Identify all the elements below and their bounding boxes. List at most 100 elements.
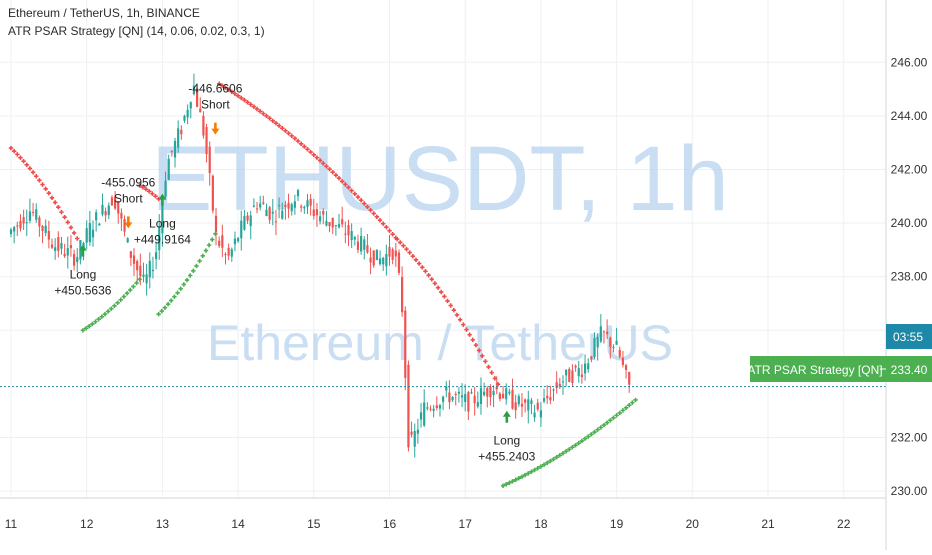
candle	[243, 210, 246, 231]
candle-body	[501, 393, 505, 399]
candle-body	[101, 204, 104, 215]
candle-body	[199, 108, 202, 113]
candle	[590, 355, 593, 363]
sar-marker-red	[380, 221, 386, 226]
candle	[262, 195, 265, 205]
sar-marker-red	[223, 85, 228, 90]
sar-marker-red	[495, 382, 501, 387]
candle	[517, 393, 520, 407]
candle	[107, 202, 110, 220]
candle	[183, 114, 186, 123]
indicator-label-text: ATR PSAR Strategy [QN]	[747, 363, 882, 377]
candle-body	[558, 383, 561, 387]
sar-marker-green	[557, 453, 563, 458]
candle	[38, 215, 41, 237]
sar-marker-red	[229, 89, 234, 94]
long-arrow-icon	[78, 244, 87, 257]
sar-marker-green	[124, 291, 130, 296]
sar-marker-green	[595, 427, 600, 432]
candle-body	[448, 392, 451, 403]
candle-body	[274, 221, 278, 223]
signal-value: +449.9164	[134, 233, 191, 247]
sar-marker-red	[43, 186, 48, 191]
candle	[117, 201, 120, 224]
candle-body	[296, 190, 300, 197]
candle	[154, 242, 158, 270]
sar-marker-red	[355, 194, 361, 200]
candle	[372, 250, 375, 268]
candle	[315, 203, 319, 227]
candle	[110, 195, 114, 206]
candle	[451, 396, 454, 402]
signal-label: Long	[70, 268, 97, 282]
sar-marker-green	[137, 277, 142, 282]
sar-marker-red	[302, 144, 307, 149]
sar-marker-green	[570, 445, 575, 450]
candle-body	[63, 253, 66, 257]
candle-body	[372, 250, 375, 266]
candle	[41, 224, 44, 244]
candle-body	[615, 340, 618, 345]
candle-body	[22, 217, 25, 224]
candle-body	[606, 331, 609, 335]
candle-body	[9, 229, 13, 234]
sar-marker-green	[203, 248, 209, 253]
price-tick-label: 230.00	[891, 484, 928, 498]
candle	[432, 404, 435, 418]
indicator-price-label: ATR PSAR Strategy [QN] 233.40	[747, 356, 932, 382]
candle-body	[624, 365, 628, 371]
sar-marker-green	[576, 440, 581, 446]
candle	[230, 247, 233, 262]
candle-body	[363, 239, 366, 250]
sar-marker-red	[216, 81, 222, 86]
candle-body	[95, 212, 98, 221]
sar-marker-green	[541, 462, 547, 467]
candle-body	[214, 215, 218, 233]
candle	[50, 238, 54, 249]
candle-body	[542, 398, 546, 402]
candle-body	[514, 402, 517, 411]
sar-marker-green	[513, 477, 518, 482]
sar-marker-red	[68, 225, 74, 230]
indicator-title[interactable]: ATR PSAR Strategy [QN] (14, 0.06, 0.02, …	[8, 24, 265, 38]
sar-marker-green	[165, 301, 171, 307]
signal-value: +450.5636	[54, 284, 111, 298]
candle-body	[552, 389, 555, 391]
candle-body	[599, 326, 602, 342]
countdown-badge: 03:55	[886, 324, 932, 349]
candle-body	[126, 238, 129, 243]
sar-marker-green	[548, 458, 553, 464]
time-tick-label: 14	[231, 517, 245, 531]
sar-marker-red	[46, 191, 52, 196]
candle-body	[221, 235, 224, 248]
candle-body	[517, 396, 520, 405]
sar-marker-red	[11, 148, 17, 154]
price-tick-label: 232.00	[891, 431, 928, 445]
candle-body	[230, 249, 233, 257]
sar-marker-green	[563, 449, 569, 454]
sar-marker-red	[368, 207, 373, 213]
candle-body	[445, 386, 448, 391]
sar-marker-red	[451, 307, 457, 313]
candle	[350, 223, 353, 248]
sar-marker-red	[52, 200, 58, 205]
candle	[410, 421, 413, 438]
price-tick-label: 238.00	[891, 270, 928, 284]
sar-marker-red	[362, 201, 367, 206]
chart-title[interactable]: Ethereum / TetherUS, 1h, BINANCE	[8, 6, 200, 20]
candle-body	[483, 391, 486, 396]
sar-marker-red	[374, 214, 380, 220]
sar-marker-green	[614, 413, 619, 418]
candle	[249, 210, 252, 240]
sar-marker-red	[286, 131, 291, 136]
sar-marker-red	[404, 246, 409, 252]
sar-marker-red	[365, 204, 370, 209]
sar-marker-red	[343, 182, 348, 187]
candle	[442, 395, 445, 411]
sar-marker-red	[420, 265, 425, 270]
sar-marker-red	[480, 353, 485, 359]
sar-marker-red	[264, 113, 269, 119]
candle	[224, 252, 227, 265]
